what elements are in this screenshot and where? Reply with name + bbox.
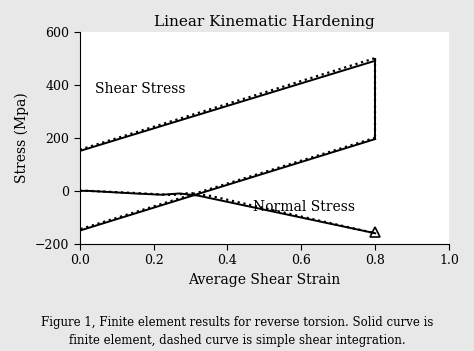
Title: Linear Kinematic Hardening: Linear Kinematic Hardening — [154, 15, 375, 29]
Y-axis label: Stress (Mpa): Stress (Mpa) — [15, 92, 29, 183]
X-axis label: Average Shear Strain: Average Shear Strain — [188, 273, 340, 287]
Text: Normal Stress: Normal Stress — [253, 200, 356, 214]
Text: Figure 1, Finite element results for reverse torsion. Solid curve is
finite elem: Figure 1, Finite element results for rev… — [41, 317, 433, 347]
Text: Shear Stress: Shear Stress — [94, 81, 185, 95]
